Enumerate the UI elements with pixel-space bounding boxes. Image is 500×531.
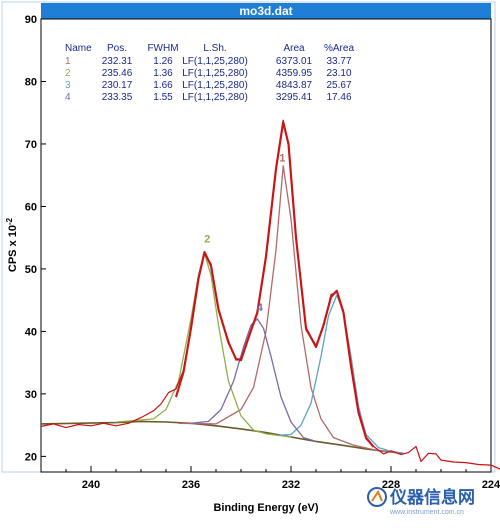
table-cell: 1.55 [153, 92, 173, 103]
peak-labels: 1 2 4 [204, 152, 285, 313]
x-axis-label: Binding Energy (eV) [213, 502, 318, 514]
y-tick-label: 30 [25, 389, 37, 401]
table-cell: 230.17 [102, 80, 133, 91]
table-header-cell: Area [283, 43, 305, 54]
table-cell: 233.35 [102, 92, 133, 103]
table-cell: 235.46 [102, 68, 133, 79]
y-tick-label: 90 [25, 14, 37, 26]
y-tick-label: 70 [25, 139, 37, 151]
y-tick-label: 50 [25, 264, 37, 276]
x-tick-label: 240 [82, 479, 100, 491]
table-header-cell: FWHM [147, 43, 178, 54]
table-cell: 4 [65, 92, 71, 103]
x-axis: 240 236 232 228 224 [40, 466, 500, 491]
y-tick-label: 20 [25, 451, 37, 463]
series-4-line [190, 318, 317, 443]
y-tick-label: 80 [25, 76, 37, 88]
peak-label-2: 2 [204, 234, 210, 246]
table-cell: 2 [65, 68, 71, 79]
table-cell: 232.31 [102, 56, 133, 67]
table-cell: 4843.87 [276, 80, 313, 91]
table-cell: 23.10 [326, 68, 351, 79]
table-cell: 1 [65, 56, 71, 67]
watermark: 仪器信息网 www.instrument.com.cn [367, 487, 475, 516]
x-tick-label: 228 [382, 479, 400, 491]
table-cell: 1.26 [153, 56, 173, 67]
y-tick-label: 40 [25, 326, 37, 338]
table-cell: LF(1,1,25,280) [182, 80, 248, 91]
title-bar [41, 3, 491, 19]
y-axis: 20 30 40 50 60 70 80 90 [25, 14, 46, 463]
chart-title: mo3d.dat [239, 4, 292, 18]
table-cell: 3295.41 [276, 92, 313, 103]
y-axis-label-main: CPS x 10 [7, 225, 19, 272]
plot-area [40, 18, 492, 473]
fit-table: Name Pos. FWHM L.Sh. Area %Area 1 232.31 1.26 LF(… [65, 43, 354, 103]
table-cell: 33.77 [326, 56, 351, 67]
table-cell: 3 [65, 80, 71, 91]
watermark-logo-mark [371, 489, 383, 502]
table-cell: 1.36 [153, 68, 173, 79]
peak-label-1: 1 [279, 152, 285, 164]
watermark-url: www.instrument.com.cn [389, 509, 464, 516]
x-tick-label: 236 [182, 479, 200, 491]
series-raw-line [40, 119, 500, 470]
x-tick-label: 224 [482, 479, 500, 491]
table-header-cell: Pos. [107, 43, 127, 54]
y-axis-label: CPS x 10-2 [5, 217, 19, 272]
table-cell: LF(1,1,25,280) [182, 92, 248, 103]
series-1-line [178, 165, 404, 454]
table-cell: 4359.95 [276, 68, 313, 79]
series-2-line [115, 252, 292, 438]
table-cell: 17.46 [326, 92, 351, 103]
y-tick-label: 60 [25, 201, 37, 213]
y-axis-label-exp: -2 [5, 217, 14, 225]
table-cell: LF(1,1,25,280) [182, 68, 248, 79]
table-header-cell: %Area [324, 43, 354, 54]
table-cell: 6373.01 [276, 56, 313, 67]
table-cell: 25.67 [326, 80, 351, 91]
table-header-cell: Name [65, 43, 92, 54]
table-cell: 1.66 [153, 80, 173, 91]
table-cell: LF(1,1,25,280) [182, 56, 248, 67]
watermark-brand: 仪器信息网 [389, 487, 475, 508]
peak-label-4: 4 [257, 302, 264, 314]
watermark-logo-icon [367, 487, 387, 507]
table-header-cell: L.Sh. [203, 43, 226, 54]
x-tick-label: 232 [282, 479, 300, 491]
plot-curves [40, 119, 500, 470]
